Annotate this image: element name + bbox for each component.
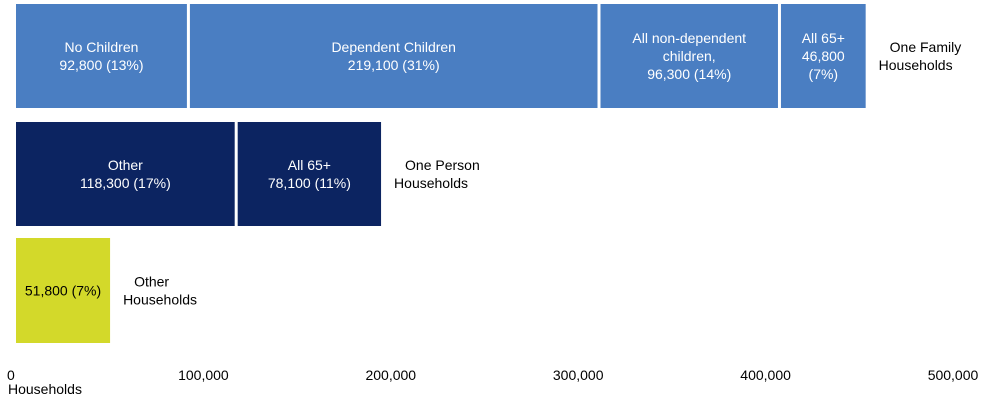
bar-segment <box>16 122 235 226</box>
bar-group: No Children 92,800 (13%) Dependent Childre… <box>16 4 961 108</box>
bar-segment-label-line: (7%) <box>809 66 839 82</box>
x-axis-title: Households <box>8 381 82 397</box>
bar-segment-label-line: 219,100 (31%) <box>348 57 440 73</box>
category-label-line: Households <box>879 57 953 73</box>
x-tick-label: 400,000 <box>740 367 791 383</box>
category-label: Other Households <box>123 274 197 308</box>
category-label: One Person Households <box>394 157 480 191</box>
category-label-line: Households <box>394 175 468 191</box>
bar-segment <box>16 4 187 108</box>
bar-segment-label-line: Other <box>108 157 143 173</box>
category-label: One Family Households <box>879 39 962 73</box>
x-axis: 0 100,000 200,000 300,000 400,000 500,000 Hous… <box>7 367 979 397</box>
bar-segment-label: Dependent Children 219,100 (31%) <box>331 39 456 73</box>
bar-segment-label-line: 51,800 (7%) <box>25 283 101 299</box>
x-tick-label: 100,000 <box>178 367 229 383</box>
bar-segment-label: No Children 92,800 (13%) <box>59 39 143 73</box>
bar-segment-label-line: 46,800 <box>802 48 845 64</box>
bar-segment-label-line: children, <box>663 48 716 64</box>
category-label-line: Other <box>134 274 169 290</box>
bar-segment-label: All 65+ 78,100 (11%) <box>268 157 351 191</box>
bar-segment-label-line: No Children <box>64 39 138 55</box>
x-tick-label: 200,000 <box>365 367 416 383</box>
bar-segment <box>189 4 598 108</box>
bar-segment-label-line: Dependent Children <box>331 39 456 55</box>
bars-layer: No Children 92,800 (13%) Dependent Childre… <box>16 4 961 343</box>
bar-segment <box>780 4 866 108</box>
bar-segment <box>16 238 111 343</box>
bar-segment-label-line: All 65+ <box>288 157 331 173</box>
x-tick-label: 500,000 <box>928 367 979 383</box>
bar-segment-label-line: 118,300 (17%) <box>80 175 171 191</box>
bar-segment-label-line: All 65+ <box>802 30 845 46</box>
x-tick-label: 300,000 <box>553 367 604 383</box>
bar-segment <box>600 4 778 108</box>
bar-segment-label: All non-dependent children, 96,300 (14%) <box>632 30 746 82</box>
bar-segment-label: 51,800 (7%) <box>25 283 101 299</box>
bar-segment-label-line: 96,300 (14%) <box>647 66 731 82</box>
bar-segment-label: Other 118,300 (17%) <box>80 157 171 191</box>
bar-segment <box>237 122 382 226</box>
bar-group: 51,800 (7%) Other Households <box>16 238 197 343</box>
category-label-line: Households <box>123 292 197 308</box>
bar-segment-label: All 65+ 46,800 (7%) <box>802 30 845 82</box>
category-label-line: One Family <box>890 39 962 55</box>
x-tick-label: 0 <box>7 367 15 383</box>
bar-segment-label-line: All non-dependent <box>632 30 746 46</box>
bar-group: Other 118,300 (17%) All 65+ 78,100 (11%) One… <box>16 122 480 226</box>
bar-segment-label-line: 92,800 (13%) <box>59 57 143 73</box>
bar-segment-label-line: 78,100 (11%) <box>268 175 351 191</box>
category-label-line: One Person <box>405 157 480 173</box>
